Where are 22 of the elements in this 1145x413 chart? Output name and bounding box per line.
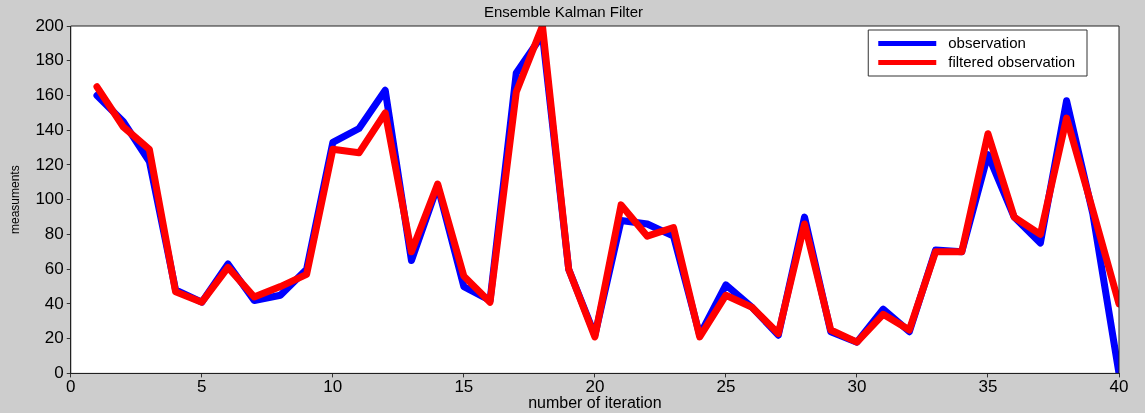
x-tick-label: 35 [978, 377, 998, 397]
legend-label: filtered observation [948, 52, 1076, 70]
y-tick-label: 140 [35, 119, 64, 139]
x-tick-label: 5 [197, 377, 207, 397]
y-tick-label: 0 [54, 363, 64, 383]
legend-label: observation [948, 33, 1026, 51]
x-tick-label: 15 [454, 377, 474, 397]
y-tick-label: 200 [35, 15, 64, 35]
y-tick-label: 180 [35, 50, 64, 70]
y-tick-label: 100 [35, 189, 64, 209]
y-tick-label: 160 [35, 85, 64, 105]
x-tick-label: 25 [716, 377, 736, 397]
x-tick-label: 40 [1109, 377, 1129, 397]
x-tick-label: 10 [323, 377, 343, 397]
y-tick-label: 120 [35, 154, 64, 174]
y-tick-label: 60 [44, 258, 64, 278]
y-axis-title: measuments [7, 165, 22, 235]
chart-title: Ensemble Kalman Filter [483, 3, 644, 21]
y-tick-label: 80 [44, 224, 64, 244]
y-tick-label: 20 [44, 328, 64, 348]
y-tick-label: 40 [44, 293, 64, 313]
x-tick-label: 30 [847, 377, 867, 397]
